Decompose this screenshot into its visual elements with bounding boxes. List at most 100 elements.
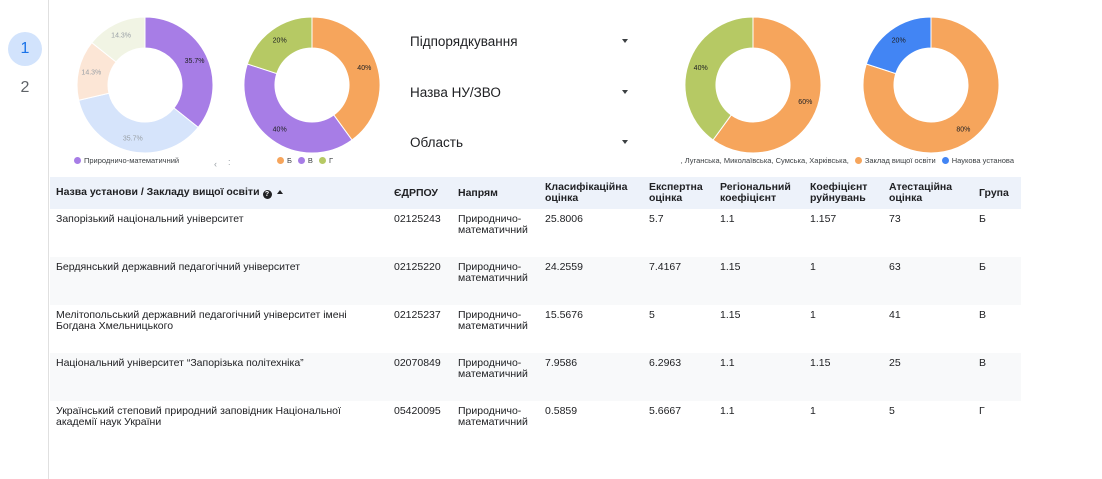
legend-swatch [941, 157, 949, 164]
cell-klasyfikatsiina: 7.9586 [539, 353, 643, 401]
chart-legend-napriam: Природничо-математичний [74, 156, 185, 165]
donut-slice[interactable] [246, 16, 313, 75]
cell-edrpou: 02125237 [388, 305, 452, 353]
donut-slice[interactable] [865, 16, 932, 75]
cell-edrpou: 02125220 [388, 257, 452, 305]
donut-chart-napriam: 35.7% 35.7% 14.3% 14.3% [76, 16, 214, 154]
legend-swatch [854, 157, 862, 164]
slice-label: 20% [273, 37, 287, 44]
slice-label: 14.3% [111, 32, 131, 39]
legend-item-oblasti: , Луганська, Миколаївська, Сумська, Харк… [681, 156, 849, 165]
legend-item-b: Б [277, 156, 292, 165]
cell-edrpou: 05420095 [388, 401, 452, 446]
donut-slice[interactable] [91, 16, 146, 63]
cell-hrupa: Б [973, 209, 1021, 257]
slice-label: 20% [892, 37, 906, 44]
column-header-klasyfikatsiina[interactable]: Класифікаційна оцінка [539, 177, 643, 209]
filter-oblast[interactable]: Область [410, 131, 630, 155]
column-header-ekspertna[interactable]: Експертна оцінка [643, 177, 714, 209]
column-header-atestatsiina[interactable]: Атестаційна оцінка [883, 177, 973, 209]
dropdown-caret-icon [622, 140, 628, 144]
legend-item-zaklad: Заклад вищої освіти [854, 156, 936, 165]
cell-rehionalnyi: 1.1 [714, 353, 804, 401]
donut-slice[interactable] [243, 63, 353, 154]
page-1-button[interactable]: 1 [8, 32, 42, 66]
cell-napriam: Природничо-математичний [452, 353, 539, 401]
legend-swatch [74, 157, 81, 164]
legend-label: Г [328, 156, 333, 165]
cell-ruinuvan: 1 [804, 305, 883, 353]
legend-prev-icon[interactable]: ‹ [214, 159, 217, 169]
legend-label: Природничо-математичний [84, 156, 180, 165]
cell-klasyfikatsiina: 24.2559 [539, 257, 643, 305]
cell-atestatsiina: 25 [883, 353, 973, 401]
chart-legend-hrupa: Б В Г [277, 156, 339, 165]
donut-slice[interactable] [311, 16, 381, 141]
slice-label: 35.7% [185, 58, 205, 65]
cell-ekspertna: 5.7 [643, 209, 714, 257]
cell-klasyfikatsiina: 25.8006 [539, 209, 643, 257]
cell-ruinuvan: 1 [804, 257, 883, 305]
slice-label: 14.3% [81, 70, 101, 77]
dropdown-caret-icon [622, 90, 628, 94]
table-row[interactable]: Бердянський державний педагогічний уніве… [50, 257, 1021, 305]
table-row[interactable]: Запорізький національний університет 021… [50, 209, 1021, 257]
table-row[interactable]: Національний університет “Запорізька пол… [50, 353, 1021, 401]
column-header-ruinuvan[interactable]: Коефіцієнт руйнувань [804, 177, 883, 209]
donut-chart-typ-ustanovy: 80% 20% [862, 16, 1000, 154]
cell-hrupa: В [973, 353, 1021, 401]
cell-hrupa: В [973, 305, 1021, 353]
cell-ruinuvan: 1 [804, 401, 883, 446]
column-header-nazva[interactable]: Назва установи / Закладу вищої освіти? [50, 177, 388, 209]
column-header-napriam[interactable]: Напрям [452, 177, 539, 209]
donut-slice[interactable] [862, 16, 1000, 154]
legend-item: Природничо-математичний [74, 156, 179, 165]
slice-label: 60% [798, 99, 812, 106]
legend-item-v: В [297, 156, 313, 165]
cell-atestatsiina: 5 [883, 401, 973, 446]
donut-slice[interactable] [78, 92, 199, 154]
donut-slice[interactable] [712, 16, 822, 154]
cell-rehionalnyi: 1.1 [714, 209, 804, 257]
column-header-edrpou[interactable]: ЄДРПОУ [388, 177, 452, 209]
help-icon[interactable]: ? [262, 190, 272, 199]
donut-slice[interactable] [684, 16, 754, 141]
legend-swatch [297, 157, 305, 164]
donut-slice[interactable] [144, 16, 214, 129]
legend-label: Наукова установа [951, 156, 1014, 165]
legend-more-icon: : [228, 157, 231, 167]
legend-item-naukova: Наукова установа [941, 156, 1014, 165]
chart-legend-oblast-typ: , Луганська, Миколаївська, Сумська, Харк… [652, 156, 1014, 168]
legend-item-h: Г [318, 156, 333, 165]
slice-label: 35.7% [123, 135, 143, 142]
cell-napriam: Природничо-математичний [452, 257, 539, 305]
column-header-rehionalnyi[interactable]: Регіональний коефіцієнт [714, 177, 804, 209]
page-navigation: 1 2 [0, 0, 49, 479]
table-row[interactable]: Мелітопольський державний педагогічний у… [50, 305, 1021, 353]
cell-edrpou: 02125243 [388, 209, 452, 257]
cell-hrupa: Б [973, 257, 1021, 305]
sort-ascending-icon[interactable] [276, 190, 283, 194]
legend-swatch [318, 157, 326, 164]
cell-nazva: Запорізький національний університет [50, 209, 388, 257]
table-header-row: Назва установи / Закладу вищої освіти? Є… [50, 177, 1021, 209]
filter-label: Назва НУ/ЗВО [410, 85, 501, 100]
filter-nazva-nu-zvo[interactable]: Назва НУ/ЗВО [410, 81, 630, 105]
legend-label: , Луганська, Миколаївська, Сумська, Харк… [680, 156, 849, 165]
page-2-button[interactable]: 2 [20, 79, 30, 96]
legend-swatch [277, 157, 284, 164]
legend-label: Б [287, 156, 292, 165]
table-row[interactable]: Український степовий природний заповідни… [50, 401, 1021, 446]
slice-label: 80% [956, 126, 970, 133]
cell-nazva: Мелітопольський державний педагогічний у… [50, 305, 388, 353]
cell-ekspertna: 7.4167 [643, 257, 714, 305]
cell-napriam: Природничо-математичний [452, 209, 539, 257]
filter-pidporiadkuvannia[interactable]: Підпорядкування [410, 30, 630, 54]
dropdown-caret-icon [622, 39, 628, 43]
column-header-hrupa[interactable]: Група [973, 177, 1021, 209]
cell-nazva: Український степовий природний заповідни… [50, 401, 388, 446]
cell-edrpou: 02070849 [388, 353, 452, 401]
cell-atestatsiina: 63 [883, 257, 973, 305]
cell-hrupa: Г [973, 401, 1021, 446]
cell-atestatsiina: 73 [883, 209, 973, 257]
